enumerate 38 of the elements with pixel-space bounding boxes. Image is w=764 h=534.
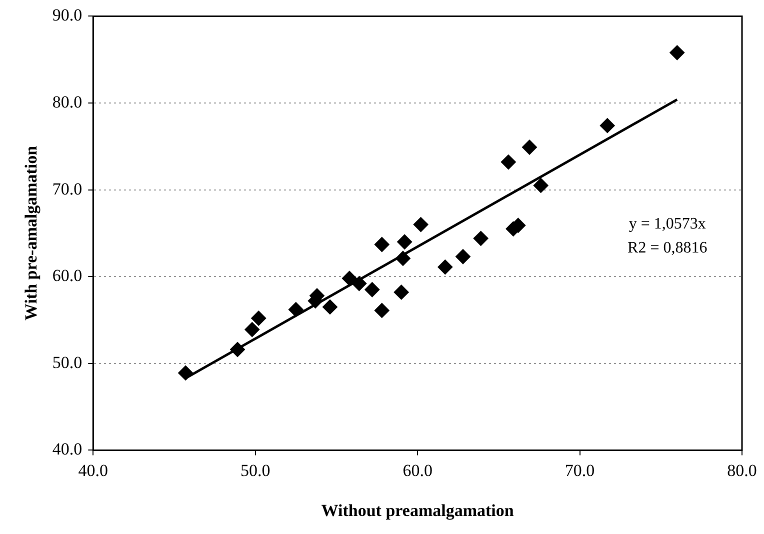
- point: [670, 45, 685, 60]
- point: [455, 249, 470, 264]
- point: [178, 365, 194, 380]
- point: [395, 250, 410, 266]
- point: [244, 322, 260, 338]
- y-tick-label: 80.0: [52, 92, 82, 112]
- point: [522, 140, 537, 155]
- point: [251, 310, 266, 326]
- y-tick-label: 50.0: [52, 352, 82, 372]
- x-tick-label: 70.0: [564, 460, 595, 480]
- point: [230, 342, 246, 358]
- y-tick-label: 40.0: [52, 440, 82, 459]
- point: [438, 260, 453, 275]
- x-tick-label: 60.0: [402, 460, 432, 480]
- point: [413, 217, 428, 232]
- point: [473, 230, 488, 246]
- annotation: y = 1,0573x: [628, 216, 706, 233]
- y-tick-label: 70.0: [52, 179, 82, 198]
- point: [600, 118, 615, 134]
- y-tick-label: 90.0: [52, 6, 82, 25]
- point: [322, 299, 338, 314]
- point: [533, 178, 548, 193]
- point: [500, 154, 516, 170]
- x-tick-label: 40.0: [78, 460, 108, 480]
- annotation: R2 = 0,8816: [628, 240, 708, 257]
- point: [364, 282, 380, 298]
- x-tick-label: 80.0: [727, 460, 757, 480]
- x-tick-label: 50.0: [240, 460, 270, 480]
- point: [342, 270, 357, 286]
- y-tick-label: 60.0: [52, 266, 82, 286]
- point: [288, 302, 304, 318]
- x-axis-title: Without preamalgamation: [321, 501, 514, 520]
- point: [374, 236, 390, 252]
- point: [394, 284, 409, 300]
- point: [397, 234, 412, 250]
- point: [374, 302, 390, 318]
- point: [352, 276, 367, 292]
- y-axis-title: With pre-amalgamation: [22, 145, 41, 320]
